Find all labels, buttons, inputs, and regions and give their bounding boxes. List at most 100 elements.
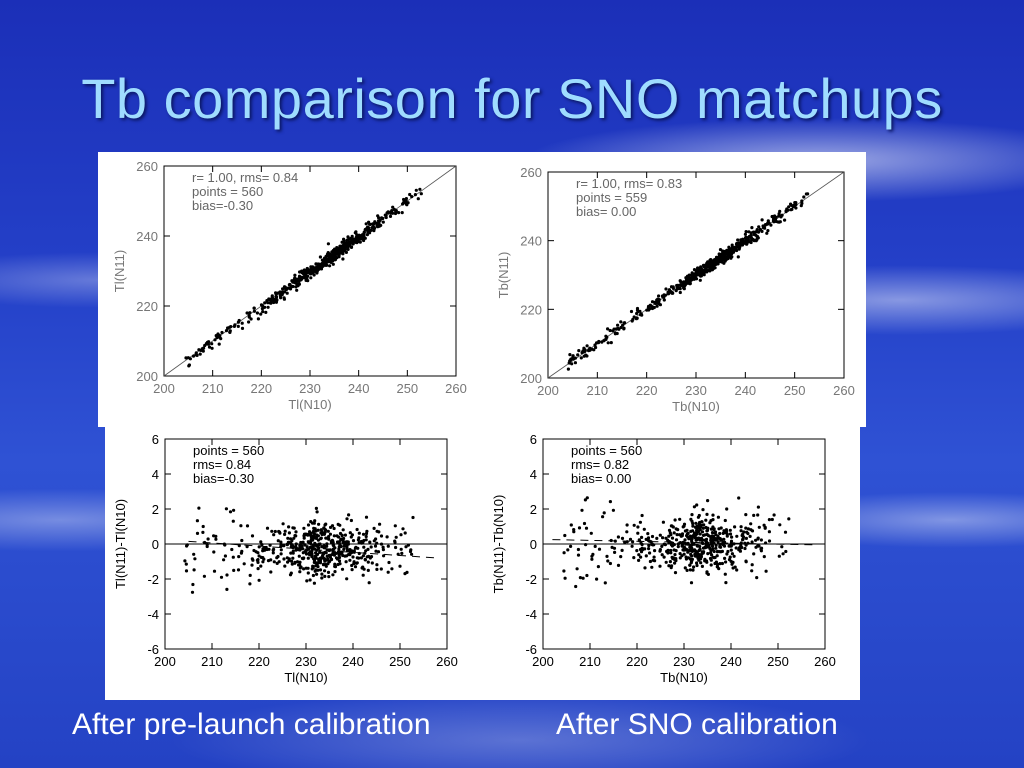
data-point [760,218,764,222]
data-point [622,321,626,325]
data-point [319,528,323,532]
x-tick-label: 220 [626,654,648,669]
data-point [682,545,686,549]
data-point [784,549,788,554]
data-point [605,554,609,558]
data-point [756,236,760,240]
data-point [323,546,327,550]
data-point [363,558,367,562]
data-point [581,576,585,580]
data-point [576,553,581,557]
data-point [773,214,777,218]
data-point [336,540,340,544]
data-point [197,506,201,510]
data-point [308,578,312,582]
data-point [566,548,570,552]
data-point [647,547,651,551]
data-point [698,532,702,536]
data-point [749,522,753,526]
data-point [339,244,343,248]
data-point [695,561,699,565]
data-point [350,234,354,238]
data-point [304,552,309,556]
data-point [733,565,737,569]
data-point [331,547,335,551]
data-point [199,348,203,352]
data-point [309,539,313,544]
data-point [646,532,650,536]
y-tick-label: -2 [147,572,159,587]
data-point [638,313,642,317]
data-point [683,529,687,533]
data-point [218,335,222,339]
data-point [682,287,686,291]
data-point [348,531,352,535]
data-point [268,301,272,305]
data-point [685,279,689,283]
data-point [236,320,240,324]
data-point [728,555,732,559]
data-point [712,534,716,538]
data-point [750,540,754,544]
data-point [684,557,688,561]
data-point [245,524,250,528]
data-point [714,543,718,547]
data-point [195,531,200,535]
data-point [669,285,674,289]
data-point [690,513,694,517]
data-point [239,551,243,555]
data-point [793,201,797,205]
data-point [379,567,383,571]
data-point [755,576,759,580]
data-point [579,356,583,360]
data-point [739,529,743,533]
data-point [264,310,268,314]
data-point [744,513,748,517]
data-point [365,529,369,533]
data-point [755,228,759,232]
data-point [245,311,249,315]
data-point [705,512,709,516]
data-point [675,533,679,537]
data-point [744,526,748,530]
data-point [730,250,734,254]
data-point [706,552,710,556]
data-point [357,556,361,560]
data-point [668,560,672,564]
data-point [374,549,378,553]
data-point [282,296,286,300]
data-point [610,545,614,549]
data-point [381,545,385,549]
data-point [339,248,343,252]
y-tick-label: 220 [136,299,158,314]
data-point [669,548,673,553]
data-point [384,215,388,220]
data-point [298,570,302,574]
data-point [403,572,407,576]
data-point [706,526,710,530]
data-point [781,552,785,556]
data-point [750,529,755,533]
data-point [563,533,567,538]
data-point [376,550,381,554]
data-point [730,552,734,556]
data-point [198,352,202,356]
data-point [741,537,745,541]
data-point [302,534,306,538]
data-point [759,538,763,542]
data-point [694,525,698,529]
data-point [333,565,338,569]
data-point [754,538,758,542]
x-tick-label: 240 [342,654,364,669]
data-point [594,345,598,350]
data-point [718,531,722,536]
data-point [630,544,634,548]
data-point [410,552,414,556]
data-point [310,546,314,550]
data-point [646,536,651,540]
data-point [694,521,698,525]
data-point [228,330,232,334]
data-point [703,559,707,563]
data-point [650,306,654,311]
data-point [735,241,739,246]
